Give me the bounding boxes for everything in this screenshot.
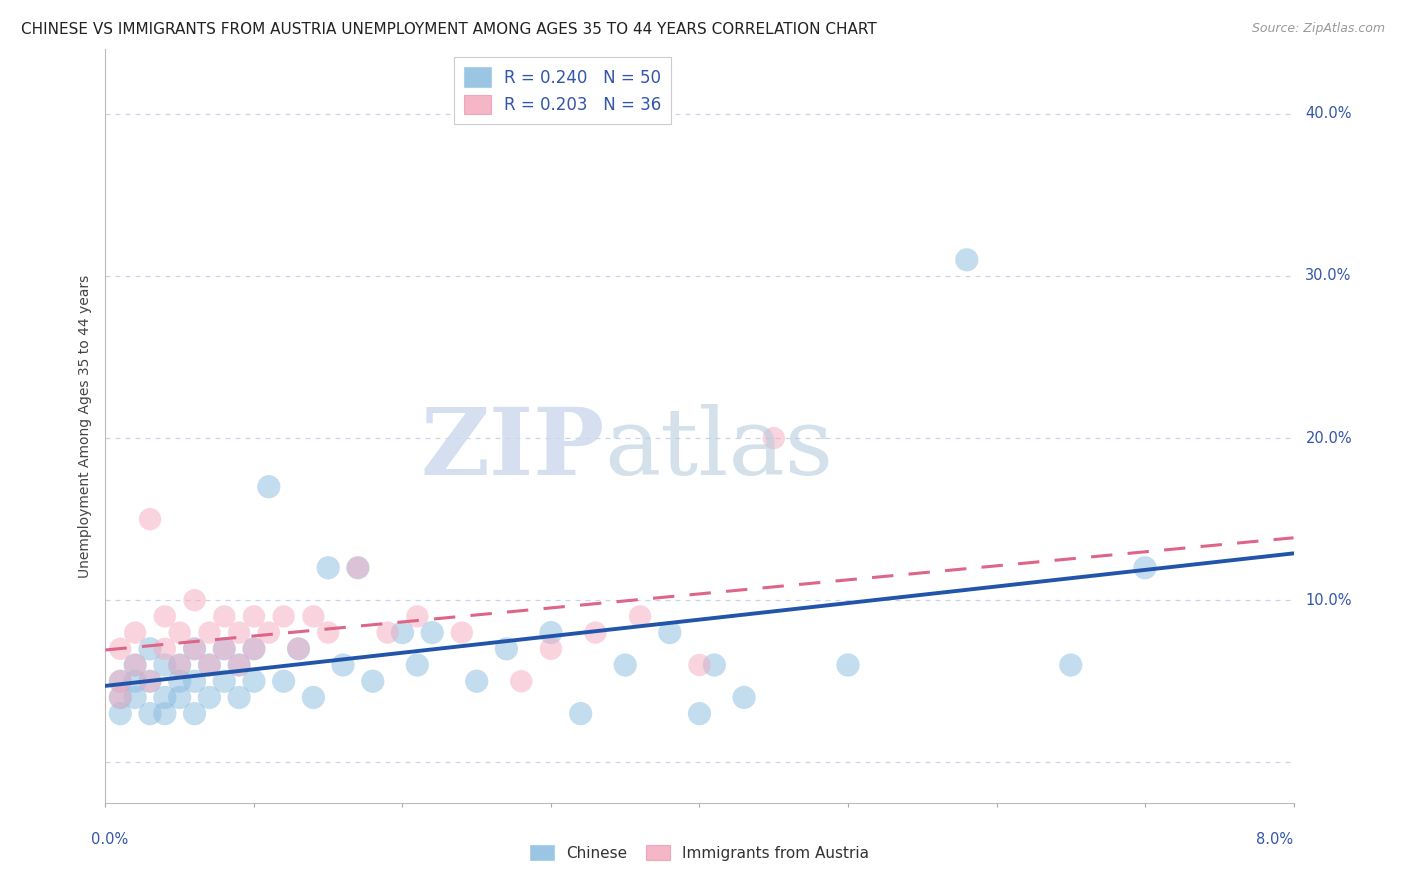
Point: [169, 625, 191, 640]
Point: [450, 625, 472, 640]
Point: [110, 706, 132, 721]
Point: [214, 641, 236, 656]
Point: [465, 674, 488, 689]
Point: [183, 641, 205, 656]
Point: [510, 674, 533, 689]
Text: CHINESE VS IMMIGRANTS FROM AUSTRIA UNEMPLOYMENT AMONG AGES 35 TO 44 YEARS CORREL: CHINESE VS IMMIGRANTS FROM AUSTRIA UNEMP…: [21, 22, 877, 37]
Point: [569, 706, 592, 721]
Point: [214, 674, 236, 689]
Point: [139, 674, 162, 689]
Point: [540, 625, 562, 640]
Text: 20.0%: 20.0%: [1305, 431, 1353, 446]
Point: [198, 658, 221, 673]
Point: [124, 658, 146, 673]
Point: [689, 706, 711, 721]
Point: [347, 561, 370, 575]
Point: [198, 625, 221, 640]
Point: [198, 658, 221, 673]
Point: [139, 674, 162, 689]
Point: [183, 593, 205, 607]
Point: [228, 690, 250, 705]
Point: [287, 641, 309, 656]
Text: 0.0%: 0.0%: [90, 832, 128, 847]
Text: Source: ZipAtlas.com: Source: ZipAtlas.com: [1251, 22, 1385, 36]
Point: [703, 658, 725, 673]
Legend: Chinese, Immigrants from Austria: Chinese, Immigrants from Austria: [523, 838, 876, 867]
Point: [243, 674, 266, 689]
Point: [420, 625, 443, 640]
Point: [169, 690, 191, 705]
Point: [628, 609, 651, 624]
Point: [153, 690, 176, 705]
Point: [837, 658, 859, 673]
Point: [214, 641, 236, 656]
Point: [183, 674, 205, 689]
Point: [614, 658, 637, 673]
Point: [332, 658, 354, 673]
Point: [110, 690, 132, 705]
Point: [585, 625, 607, 640]
Point: [228, 658, 250, 673]
Text: 10.0%: 10.0%: [1305, 592, 1353, 607]
Point: [287, 641, 309, 656]
Point: [658, 625, 681, 640]
Point: [273, 674, 295, 689]
Point: [228, 658, 250, 673]
Point: [169, 658, 191, 673]
Point: [1060, 658, 1083, 673]
Point: [110, 641, 132, 656]
Point: [956, 252, 979, 267]
Y-axis label: Unemployment Among Ages 35 to 44 years: Unemployment Among Ages 35 to 44 years: [79, 275, 93, 577]
Point: [302, 690, 325, 705]
Point: [495, 641, 517, 656]
Point: [762, 431, 785, 445]
Point: [153, 609, 176, 624]
Point: [406, 609, 429, 624]
Point: [153, 706, 176, 721]
Point: [139, 706, 162, 721]
Point: [139, 641, 162, 656]
Text: 30.0%: 30.0%: [1305, 268, 1351, 284]
Point: [689, 658, 711, 673]
Point: [540, 641, 562, 656]
Point: [124, 674, 146, 689]
Point: [183, 641, 205, 656]
Point: [110, 674, 132, 689]
Text: atlas: atlas: [605, 403, 834, 493]
Point: [228, 625, 250, 640]
Point: [153, 641, 176, 656]
Point: [733, 690, 755, 705]
Point: [257, 625, 280, 640]
Point: [243, 641, 266, 656]
Point: [214, 609, 236, 624]
Point: [110, 674, 132, 689]
Point: [273, 609, 295, 624]
Point: [316, 625, 339, 640]
Point: [124, 690, 146, 705]
Point: [257, 480, 280, 494]
Point: [198, 690, 221, 705]
Point: [361, 674, 384, 689]
Point: [391, 625, 413, 640]
Point: [347, 561, 370, 575]
Point: [243, 641, 266, 656]
Point: [377, 625, 399, 640]
Point: [169, 674, 191, 689]
Point: [169, 658, 191, 673]
Text: 8.0%: 8.0%: [1257, 832, 1294, 847]
Point: [139, 512, 162, 526]
Text: 40.0%: 40.0%: [1305, 106, 1353, 121]
Point: [302, 609, 325, 624]
Point: [124, 658, 146, 673]
Point: [153, 658, 176, 673]
Point: [110, 690, 132, 705]
Point: [1133, 561, 1156, 575]
Text: ZIP: ZIP: [420, 403, 605, 493]
Point: [183, 706, 205, 721]
Point: [316, 561, 339, 575]
Point: [243, 609, 266, 624]
Point: [406, 658, 429, 673]
Point: [124, 625, 146, 640]
